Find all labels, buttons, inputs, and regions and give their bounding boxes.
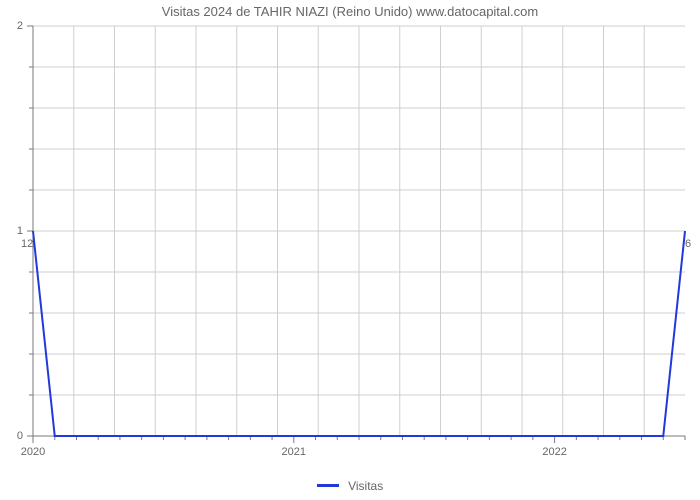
x-tick-label: 2020 — [3, 446, 63, 458]
y-tick-label: 2 — [0, 20, 23, 32]
legend-label: Visitas — [348, 479, 383, 493]
legend-swatch — [317, 484, 339, 487]
data-point-label: 6 — [685, 238, 691, 250]
plot-area — [33, 26, 685, 436]
x-tick-label: 2021 — [264, 446, 324, 458]
data-point-label: 12 — [21, 238, 33, 250]
legend: Visitas — [0, 478, 700, 493]
visits-line-chart: Visitas 2024 de TAHIR NIAZI (Reino Unido… — [0, 0, 700, 500]
chart-title: Visitas 2024 de TAHIR NIAZI (Reino Unido… — [0, 4, 700, 19]
plot-svg — [33, 26, 685, 436]
x-tick-label: 2022 — [525, 446, 585, 458]
y-tick-label: 0 — [0, 430, 23, 442]
y-tick-label: 1 — [0, 225, 23, 237]
